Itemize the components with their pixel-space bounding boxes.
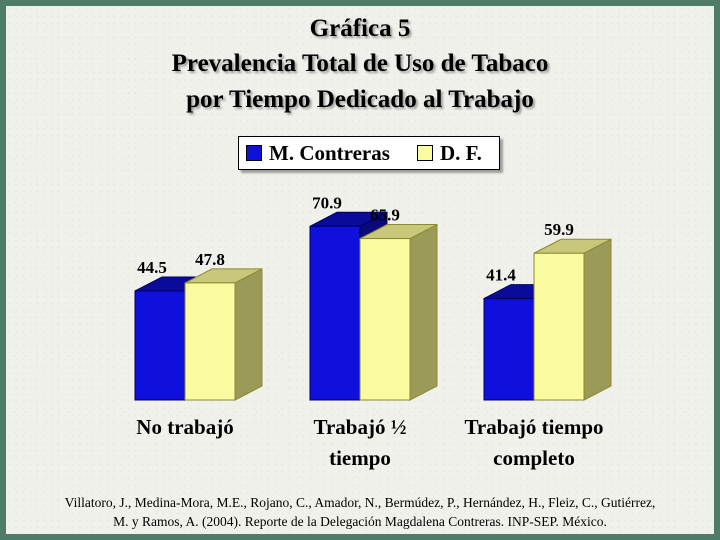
chart-legend: M. Contreras D. F. [238,136,500,170]
category-label-1-line-2: tiempo [329,446,391,470]
chart-subtitle-line-2: por Tiempo Dedicado al Trabajo [186,86,534,113]
chart-subtitle-line-1: Prevalencia Total de Uso de Tabaco [171,50,549,77]
bar-s1-c1 [359,238,411,401]
value-label-s0-c0: 44.5 [137,258,167,277]
source-citation: Villatoro, J., Medina-Mora, M.E., Rojano… [0,493,720,531]
bar-s1-c0-side [234,268,263,401]
bar-s0-c2 [483,298,535,401]
legend-label-df: D. F. [440,140,482,165]
source-line-1: Villatoro, J., Medina-Mora, M.E., Rojano… [64,495,656,510]
bar-s1-c2 [533,252,585,401]
value-label-s0-c1: 70.9 [312,193,342,212]
value-label-s1-c2: 59.9 [544,220,574,239]
source-line-2: M. y Ramos, A. (2004). Reporte de la Del… [113,514,607,529]
bar-s1-c2-side [583,238,612,401]
bar-s0-c1 [309,225,361,401]
category-label-2-line-1: Trabajó tiempo [464,415,603,439]
category-label-2-line-2: completo [493,446,575,470]
value-label-s0-c2: 41.4 [486,266,516,285]
bar-s1-c1-side [409,223,438,401]
bar-s1-c0 [184,282,236,401]
legend-item-m-contreras: M. Contreras [246,137,390,169]
category-label-1-line-1: Trabajó ½ [314,415,407,439]
category-label-0-line-1: No trabajó [136,415,233,439]
value-label-s1-c1: 65.9 [370,206,400,225]
legend-swatch-df [417,145,433,161]
value-label-s1-c0: 47.8 [195,250,225,269]
legend-swatch-m-contreras [246,145,262,161]
legend-label-m-contreras: M. Contreras [269,140,390,165]
bar-s0-c0 [134,290,186,401]
chart-title: Gráfica 5 [309,15,411,42]
legend-item-df: D. F. [417,137,482,169]
